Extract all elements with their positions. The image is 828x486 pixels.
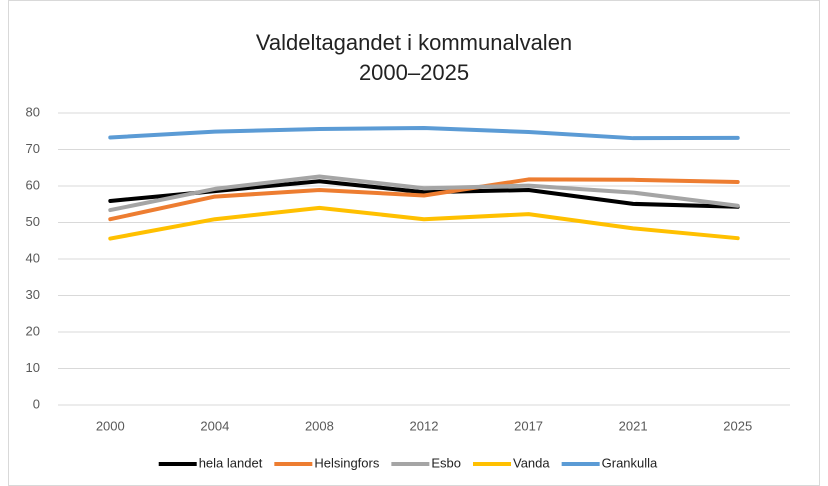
y-tick-label: 30 [26, 287, 40, 302]
y-tick-label: 80 [26, 104, 40, 119]
legend-label: hela landet [199, 455, 263, 470]
series-line [108, 179, 740, 209]
series-line [108, 125, 740, 141]
y-tick-label: 10 [26, 360, 40, 375]
x-tick-label: 2004 [200, 418, 229, 433]
x-tick-label: 2017 [514, 418, 543, 433]
legend-label: Helsingfors [314, 455, 380, 470]
legend-label: Grankulla [602, 455, 658, 470]
legend-label: Esbo [431, 455, 461, 470]
y-tick-label: 60 [26, 177, 40, 192]
y-tick-label: 20 [26, 323, 40, 338]
chart-title: 2000–2025 [359, 60, 469, 85]
chart-title: Valdeltagandet i kommunalvalen [256, 30, 572, 55]
x-tick-label: 2021 [619, 418, 648, 433]
x-tick-label: 2000 [96, 418, 125, 433]
x-tick-label: 2008 [305, 418, 334, 433]
y-tick-label: 0 [33, 396, 40, 411]
y-tick-label: 40 [26, 250, 40, 265]
series-line [108, 205, 740, 241]
y-tick-label: 50 [26, 214, 40, 229]
series-line [108, 177, 740, 222]
series-line [108, 174, 740, 213]
legend-label: Vanda [513, 455, 550, 470]
x-tick-label: 2025 [723, 418, 752, 433]
x-tick-label: 2012 [410, 418, 439, 433]
y-tick-label: 70 [26, 141, 40, 156]
